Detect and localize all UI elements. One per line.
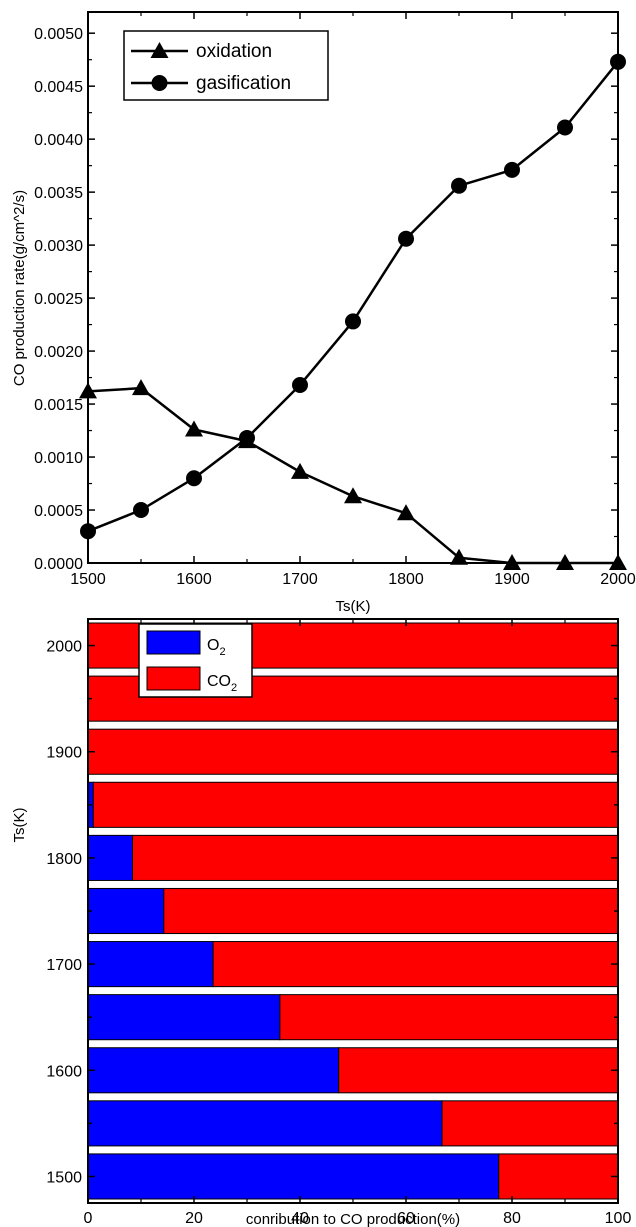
- line-chart-y-tick-label: 0.0040: [34, 132, 83, 149]
- line-chart-y-tick-label: 0.0010: [34, 450, 83, 467]
- series-line-oxidation: [87, 386, 618, 565]
- data-point-gasification: [80, 523, 96, 540]
- bar-chart-x-tick-label: 0: [84, 1210, 93, 1227]
- line-chart-x-tick-label: 1800: [388, 571, 424, 588]
- legend-gasification-circle-icon: [151, 75, 168, 91]
- bar-chart-x-tick-label: 60: [397, 1210, 415, 1227]
- bar-segment-co2-1900: [87, 728, 619, 775]
- data-point-gasification: [133, 502, 149, 519]
- line-chart-y-tick-label: 0.0045: [34, 79, 83, 96]
- line-chart-series: [79, 53, 627, 570]
- data-point-oxidation: [79, 382, 97, 399]
- data-point-oxidation: [132, 379, 150, 396]
- bar-segment-o2-1500: [87, 1153, 500, 1200]
- legend-o2-label-main: O: [207, 637, 219, 654]
- bar-segment-co2-1800: [132, 834, 619, 881]
- bar-segment-o2-1650: [87, 994, 281, 1041]
- data-point-gasification: [398, 230, 414, 247]
- bar-chart-x-tick-label: 40: [291, 1210, 309, 1227]
- line-chart: 0.0000 0.0005 0.0010 0.0015 0.0020 0.0025 0.00…: [11, 11, 636, 615]
- legend-o2-swatch: [146, 630, 201, 655]
- data-point-oxidation: [185, 420, 203, 437]
- line-chart-y-tick-label: 0.0000: [34, 556, 83, 573]
- bar-chart-x-tick-label: 100: [605, 1210, 632, 1227]
- bar-chart-y-tick-label: 1600: [46, 1063, 82, 1080]
- legend-co2-swatch: [146, 666, 201, 691]
- data-point-gasification: [610, 53, 626, 70]
- legend-co2-label-sub: 2: [231, 682, 237, 694]
- bar-chart-ticks: [87, 619, 619, 1203]
- line-chart-y-tick-label: 0.0015: [34, 397, 83, 414]
- bar-segment-o2-1700: [87, 941, 214, 988]
- bar-chart-y-tick-label: 1800: [46, 851, 82, 868]
- data-point-gasification: [186, 470, 202, 487]
- data-point-gasification: [557, 119, 573, 136]
- line-chart-y-tick-label: 0.0020: [34, 344, 83, 361]
- data-point-oxidation: [503, 554, 521, 570]
- line-chart-x-axis-label: Ts(K): [336, 598, 371, 615]
- legend-o2-label-sub: 2: [219, 646, 225, 658]
- line-chart-y-axis-label: CO production rate(g/cm^2/s): [11, 190, 28, 386]
- line-chart-x-tick-label: 1600: [176, 571, 212, 588]
- line-chart-x-tick-labels: 1500 1600 1700 1800 1900 2000: [70, 571, 636, 588]
- data-point-oxidation: [450, 548, 468, 565]
- bar-segment-o2-1550: [87, 1100, 443, 1147]
- bar-segment-co2-1650: [279, 994, 619, 1041]
- data-point-gasification: [292, 376, 308, 393]
- bar-segment-co2-1600: [338, 1047, 619, 1094]
- bar-segment-co2-1550: [441, 1100, 619, 1147]
- bar-chart-y-tick-label: 1900: [46, 745, 82, 762]
- line-chart-y-tick-labels: 0.0000 0.0005 0.0010 0.0015 0.0020 0.0025 0.00…: [34, 26, 83, 573]
- bar-segment-o2-1800: [87, 834, 134, 881]
- bar-segment-o2-1750: [87, 887, 165, 935]
- bar-chart-y-axis-label: Ts(K): [11, 808, 28, 843]
- bar-chart-x-axis-label: conribution to CO production(%): [246, 1211, 460, 1227]
- bar-segment-co2-1700: [212, 941, 619, 988]
- data-point-oxidation: [344, 487, 362, 504]
- data-point-gasification: [239, 429, 255, 446]
- line-chart-legend: oxidation gasification: [123, 30, 329, 101]
- bar-segment-o2-1600: [87, 1047, 340, 1094]
- line-chart-y-tick-label: 0.0025: [34, 291, 83, 308]
- data-point-gasification: [504, 161, 520, 178]
- bar-chart-legend: O2 CO2: [138, 623, 253, 698]
- bar-chart-y-tick-labels: 1500 1600 1700 1800 1900 2000: [46, 639, 82, 1187]
- bar-chart-x-tick-labels: 0 20 40 60 80 100: [84, 1210, 632, 1227]
- bar-chart-x-tick-label: 20: [185, 1210, 203, 1227]
- legend-oxidation-triangle-icon: [150, 42, 169, 58]
- data-point-oxidation: [291, 462, 309, 479]
- legend-oxidation-label: oxidation: [196, 41, 272, 62]
- data-point-gasification: [345, 313, 361, 330]
- line-chart-x-tick-label: 1500: [70, 571, 106, 588]
- bar-segment-co2-1500: [498, 1153, 619, 1200]
- bar-chart-y-tick-label: 2000: [46, 639, 82, 656]
- line-chart-y-tick-label: 0.0005: [34, 503, 83, 520]
- legend-o2-label: O2: [207, 637, 226, 658]
- series-line-gasification: [87, 61, 619, 533]
- line-chart-x-tick-label: 1700: [282, 571, 318, 588]
- bar-chart: 1500 1600 1700 1800 1900 2000 0 20 40 60 80 100 co…: [11, 618, 632, 1227]
- line-chart-y-tick-label: 0.0030: [34, 238, 83, 255]
- data-point-oxidation: [397, 504, 415, 521]
- line-chart-x-tick-label: 2000: [600, 571, 636, 588]
- data-point-oxidation: [556, 554, 574, 570]
- line-chart-x-tick-label: 1900: [494, 571, 530, 588]
- legend-co2-label: CO2: [207, 673, 237, 694]
- bar-segment-co2-1750: [163, 887, 619, 935]
- data-point-oxidation: [609, 554, 627, 570]
- legend-gasification-label: gasification: [196, 73, 291, 94]
- bar-chart-y-tick-label: 1700: [46, 957, 82, 974]
- bar-chart-bars: [87, 622, 619, 1200]
- line-chart-y-tick-label: 0.0050: [34, 26, 83, 43]
- legend-co2-label-main: CO: [207, 673, 231, 690]
- bar-segment-co2-1850: [92, 781, 619, 828]
- bar-chart-x-tick-label: 80: [503, 1210, 521, 1227]
- data-point-gasification: [451, 177, 467, 194]
- line-chart-y-tick-label: 0.0035: [34, 185, 83, 202]
- bar-chart-y-tick-label: 1500: [46, 1169, 82, 1186]
